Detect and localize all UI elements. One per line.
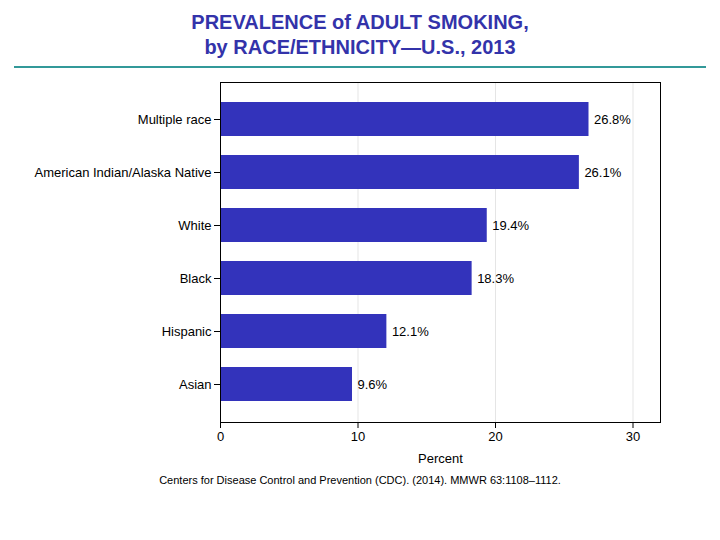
svg-text:White: White (178, 218, 211, 233)
html-text:PREVALENCE of ADULT SMOKING, b: PREVALENCE of ADULT SMOKING, by RACE/ETH… (191, 11, 529, 58)
svg-text:American Indian/Alaska Native: American Indian/Alaska Native (34, 165, 211, 180)
svg-text:20: 20 (488, 429, 502, 444)
svg-text:Multiple race: Multiple race (138, 112, 212, 127)
html-text:Centers for Disease Control an: Centers for Disease Control and Preventi… (159, 474, 561, 486)
svg-text:10: 10 (351, 429, 365, 444)
svg-text:26.8%: 26.8% (594, 112, 631, 127)
svg-text:Black: Black (180, 271, 212, 286)
svg-text:Hispanic: Hispanic (162, 324, 212, 339)
svg-text:9.6%: 9.6% (358, 377, 388, 392)
svg-text:12.1%: 12.1% (392, 324, 429, 339)
svg-text:19.4%: 19.4% (492, 218, 529, 233)
svg-text:Percent: Percent (418, 451, 463, 466)
svg-text:30: 30 (626, 429, 640, 444)
svg-text:Asian: Asian (179, 377, 212, 392)
svg-text:0: 0 (217, 429, 224, 444)
svg-text:26.1%: 26.1% (584, 165, 621, 180)
svg-text:18.3%: 18.3% (477, 271, 514, 286)
